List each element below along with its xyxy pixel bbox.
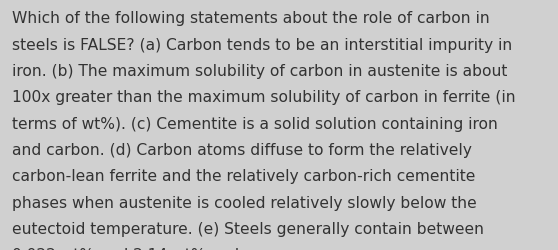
Text: iron. (b) The maximum solubility of carbon in austenite is about: iron. (b) The maximum solubility of carb… [12,64,508,79]
Text: 100x greater than the maximum solubility of carbon in ferrite (in: 100x greater than the maximum solubility… [12,90,516,105]
Text: phases when austenite is cooled relatively slowly below the: phases when austenite is cooled relative… [12,195,477,210]
Text: and carbon. (d) Carbon atoms diffuse to form the relatively: and carbon. (d) Carbon atoms diffuse to … [12,142,472,158]
Text: terms of wt%). (c) Cementite is a solid solution containing iron: terms of wt%). (c) Cementite is a solid … [12,116,498,131]
Text: Which of the following statements about the role of carbon in: Which of the following statements about … [12,11,490,26]
Text: eutectoid temperature. (e) Steels generally contain between: eutectoid temperature. (e) Steels genera… [12,221,484,236]
Text: carbon-lean ferrite and the relatively carbon-rich cementite: carbon-lean ferrite and the relatively c… [12,169,475,184]
Text: 0.022 wt% and 2.14 wt% carbon: 0.022 wt% and 2.14 wt% carbon [12,248,264,250]
Text: steels is FALSE? (a) Carbon tends to be an interstitial impurity in: steels is FALSE? (a) Carbon tends to be … [12,38,513,52]
